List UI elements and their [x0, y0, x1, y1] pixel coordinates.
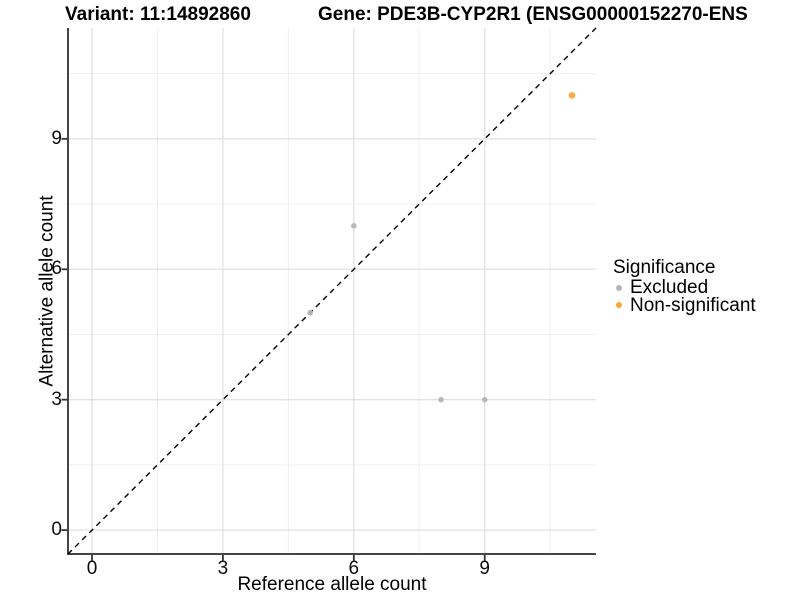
legend-item: Non-significant — [611, 294, 756, 316]
legend-swatch-dot — [616, 284, 622, 291]
data-point-excluded — [481, 396, 488, 403]
y-tick-label: 3 — [51, 388, 62, 410]
data-point-excluded — [307, 309, 313, 316]
y-axis-title-wrap: Alternative allele count — [28, 28, 68, 554]
x-axis-title: Reference allele count — [237, 574, 427, 595]
data-point-non-significant — [568, 92, 576, 99]
identity-line — [67, 27, 597, 555]
gene-title: Gene: PDE3B-CYP2R1 (ENSG00000152270-ENS — [318, 4, 748, 25]
data-point-excluded — [438, 396, 444, 403]
x-tick-label: 6 — [348, 558, 360, 579]
legend-item: Excluded — [611, 277, 756, 298]
title-row: Variant: 11:14892860 Gene: PDE3B-CYP2R1 … — [0, 0, 800, 28]
legend-item-label: Excluded — [630, 277, 709, 298]
x-tick-label: 9 — [479, 558, 491, 579]
y-tick-label: 9 — [51, 127, 62, 149]
data-point-excluded — [351, 222, 357, 229]
legend-items: Excluded Non-significant — [611, 277, 756, 316]
y-axis-title: Alternative allele count — [37, 195, 59, 387]
x-tick-label: 0 — [86, 558, 98, 579]
legend: Significance Excluded Non-significant — [611, 256, 756, 314]
y-tick-label: 0 — [51, 519, 62, 541]
legend-title: Significance — [613, 257, 716, 278]
x-tick-label: 3 — [217, 558, 229, 579]
legend-swatch-dot — [616, 302, 622, 309]
variant-title: Variant: 11:14892860 — [65, 4, 251, 25]
legend-item-label: Non-significant — [630, 294, 756, 316]
y-tick-label: 6 — [51, 258, 62, 280]
